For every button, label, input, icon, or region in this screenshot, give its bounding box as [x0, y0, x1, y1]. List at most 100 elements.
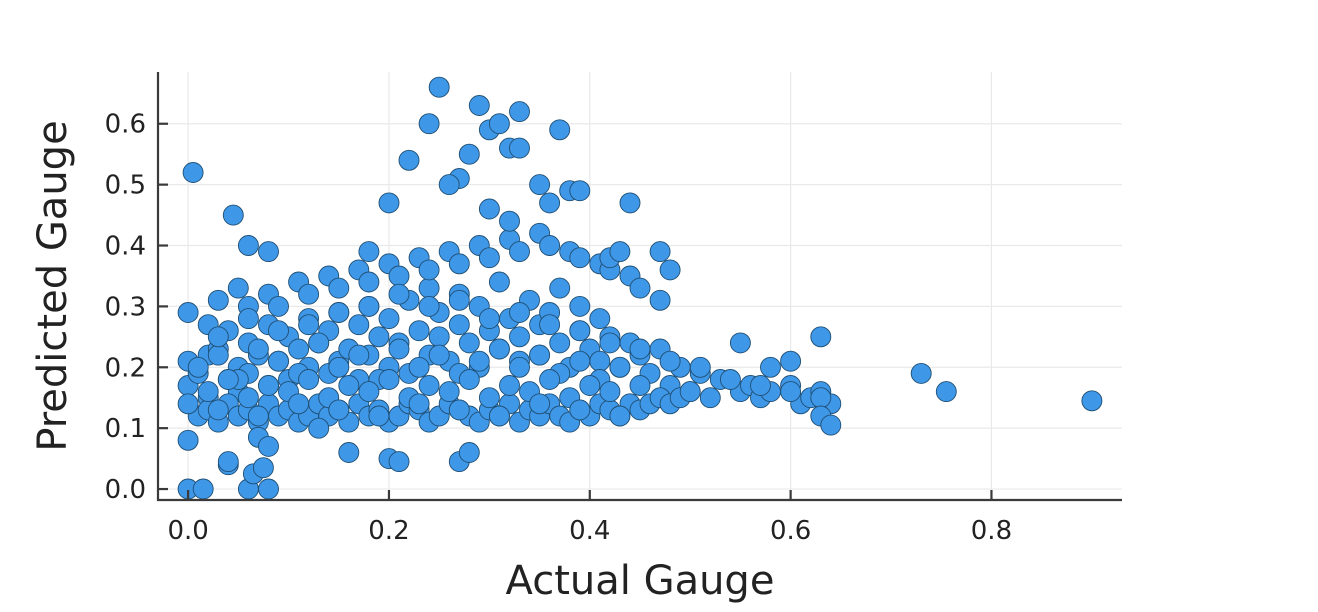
- data-point: [207, 399, 229, 421]
- data-point: [569, 399, 591, 421]
- data-point: [569, 247, 591, 269]
- data-point: [478, 308, 500, 330]
- data-point: [659, 350, 681, 372]
- data-point: [569, 295, 591, 317]
- data-point: [237, 387, 259, 409]
- data-point: [418, 113, 440, 135]
- data-point: [348, 314, 370, 336]
- data-point: [629, 375, 651, 396]
- data-point: [609, 356, 631, 378]
- data-point: [258, 375, 279, 396]
- data-point: [780, 350, 802, 372]
- data-point: [488, 113, 510, 135]
- data-point: [509, 356, 530, 378]
- data-point: [549, 277, 571, 299]
- data-point: [820, 414, 842, 436]
- data-point: [237, 235, 259, 256]
- x-axis-title: Actual Gauge: [506, 558, 775, 604]
- data-point: [549, 119, 571, 141]
- data-point: [177, 429, 199, 451]
- data-point: [539, 314, 561, 336]
- data-points: [177, 76, 1103, 500]
- data-point: [207, 344, 229, 366]
- data-point: [458, 442, 480, 463]
- data-point: [258, 241, 279, 263]
- data-point: [509, 241, 530, 263]
- data-point: [358, 381, 380, 403]
- data-point: [810, 326, 832, 348]
- data-point: [719, 369, 741, 390]
- data-point: [1081, 390, 1103, 412]
- data-point: [629, 338, 651, 360]
- data-point: [288, 393, 310, 415]
- data-point: [438, 174, 460, 196]
- data-point: [298, 314, 320, 336]
- data-point: [418, 259, 440, 281]
- y-tick-label: 0.3: [105, 292, 146, 322]
- data-point: [699, 387, 721, 409]
- data-point: [388, 338, 410, 360]
- data-point: [458, 143, 480, 165]
- data-point: [308, 332, 330, 354]
- data-point: [569, 350, 591, 372]
- data-point: [388, 283, 410, 305]
- x-tick-label: 0.6: [770, 516, 811, 546]
- x-tick-label: 0.4: [569, 516, 610, 546]
- data-point: [368, 405, 390, 427]
- data-point: [418, 375, 440, 396]
- data-point: [539, 235, 561, 256]
- data-point: [589, 308, 611, 330]
- data-point: [529, 393, 551, 415]
- y-tick-label: 0.0: [105, 475, 146, 505]
- data-point: [378, 369, 400, 390]
- data-point: [549, 332, 571, 354]
- data-point: [258, 435, 279, 457]
- data-point: [629, 277, 651, 299]
- data-point: [388, 451, 410, 473]
- data-point: [458, 332, 480, 354]
- data-point: [729, 332, 751, 354]
- data-point: [217, 369, 239, 390]
- data-point: [509, 137, 530, 159]
- y-axis-ticks: 0.0 0.1 0.2 0.3 0.4 0.5 0.6: [105, 110, 168, 505]
- data-point: [268, 295, 289, 317]
- data-point: [222, 204, 244, 226]
- data-point: [589, 350, 611, 372]
- data-point: [338, 442, 360, 463]
- data-point: [408, 393, 430, 415]
- data-point: [358, 271, 380, 293]
- data-point: [448, 399, 470, 421]
- data-point: [298, 369, 320, 390]
- data-point: [408, 320, 430, 342]
- data-point: [760, 356, 781, 378]
- data-point: [328, 277, 350, 299]
- data-point: [258, 478, 279, 500]
- data-point: [599, 381, 621, 403]
- data-point: [378, 308, 400, 330]
- data-point: [529, 344, 551, 366]
- data-point: [237, 308, 259, 330]
- data-point: [358, 295, 380, 317]
- x-tick-label: 0.2: [368, 516, 409, 546]
- data-point: [177, 393, 199, 415]
- data-point: [488, 338, 510, 360]
- data-point: [499, 375, 520, 396]
- data-point: [187, 356, 209, 378]
- data-point: [177, 302, 199, 323]
- data-point: [308, 417, 330, 439]
- data-point: [569, 180, 591, 202]
- x-tick-label: 0.8: [971, 516, 1012, 546]
- data-point: [207, 289, 229, 311]
- y-tick-label: 0.2: [105, 353, 146, 383]
- data-point: [539, 369, 561, 390]
- data-point: [478, 198, 500, 220]
- data-point: [247, 338, 269, 360]
- x-tick-label: 0.0: [167, 516, 208, 546]
- data-point: [509, 101, 530, 123]
- data-point: [428, 76, 450, 98]
- data-point: [378, 192, 400, 214]
- data-point: [328, 302, 350, 323]
- data-point: [599, 332, 621, 354]
- data-point: [252, 457, 274, 479]
